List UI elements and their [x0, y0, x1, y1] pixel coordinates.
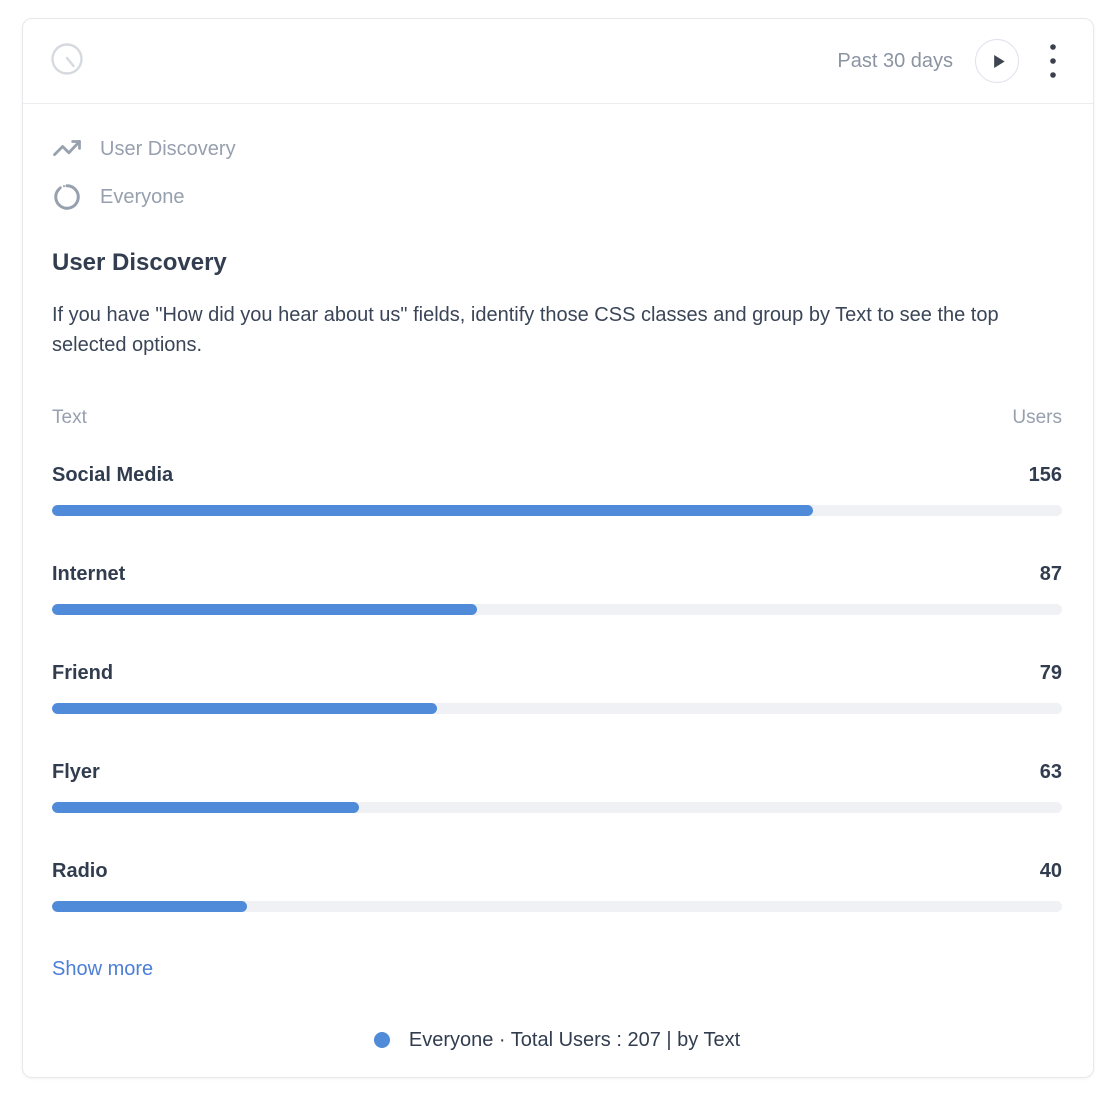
report-card: Past 30 days: [22, 18, 1094, 1078]
breadcrumb-report-label: User Discovery: [100, 138, 236, 160]
clock-icon: [49, 41, 85, 82]
legend-text: Everyone · Total Users : 207 | by Text: [408, 1029, 741, 1051]
bar-track: [52, 604, 1062, 615]
table-row: Internet 87: [52, 561, 1062, 615]
bar-fill: [52, 901, 248, 912]
category-label: Flyer: [52, 761, 100, 783]
table-row: Friend 79: [52, 660, 1062, 714]
legend-dot-icon: [373, 1032, 390, 1048]
bar-fill: [52, 505, 814, 516]
category-label: Friend: [52, 662, 114, 684]
bar-rows: Social Media 156 Internet 87 Friend 79 F…: [52, 462, 1062, 912]
breadcrumb-audience-label: Everyone: [100, 186, 185, 208]
show-more-link[interactable]: Show more: [52, 958, 154, 980]
bar-track: [52, 703, 1062, 714]
table-row: Flyer 63: [52, 759, 1062, 813]
time-range-label[interactable]: Past 30 days: [837, 49, 953, 72]
category-label: Internet: [52, 563, 126, 585]
users-value: 87: [1039, 563, 1062, 585]
users-value: 40: [1039, 860, 1062, 882]
spinner-icon: [52, 182, 82, 212]
card-header: Past 30 days: [23, 19, 1093, 104]
table-row: Radio 40: [52, 858, 1062, 912]
breadcrumb-report: User Discovery: [52, 134, 1062, 164]
bar-track: [52, 901, 1062, 912]
row-header: Internet 87: [52, 561, 1062, 587]
row-header: Social Media 156: [52, 462, 1062, 488]
breadcrumb-audience: Everyone: [52, 182, 1062, 212]
users-value: 79: [1039, 662, 1062, 684]
play-button[interactable]: [975, 39, 1019, 83]
table-row: Social Media 156: [52, 462, 1062, 516]
bar-fill: [52, 802, 360, 813]
chart-legend: Everyone · Total Users : 207 | by Text: [52, 1027, 1062, 1053]
bar-fill: [52, 703, 438, 714]
row-header: Radio 40: [52, 858, 1062, 884]
users-value: 156: [1028, 464, 1062, 486]
card-body: User Discovery Everyone User Discovery I…: [23, 104, 1093, 1053]
report-description: If you have "How did you hear about us" …: [52, 304, 999, 356]
users-value: 63: [1039, 761, 1062, 783]
kebab-menu-button[interactable]: [1043, 38, 1063, 84]
row-header: Friend 79: [52, 660, 1062, 686]
bar-track: [52, 505, 1062, 516]
trend-up-icon: [52, 134, 82, 164]
page-title: User Discovery: [52, 249, 227, 276]
category-label: Social Media: [52, 464, 174, 486]
play-icon: [986, 50, 1009, 73]
column-header-text: Text: [52, 407, 87, 428]
kebab-menu-icon: [1047, 42, 1059, 80]
bar-track: [52, 802, 1062, 813]
table-header: Text Users: [52, 406, 1062, 430]
bar-fill: [52, 604, 477, 615]
column-header-users: Users: [1012, 407, 1062, 428]
row-header: Flyer 63: [52, 759, 1062, 785]
category-label: Radio: [52, 860, 108, 882]
